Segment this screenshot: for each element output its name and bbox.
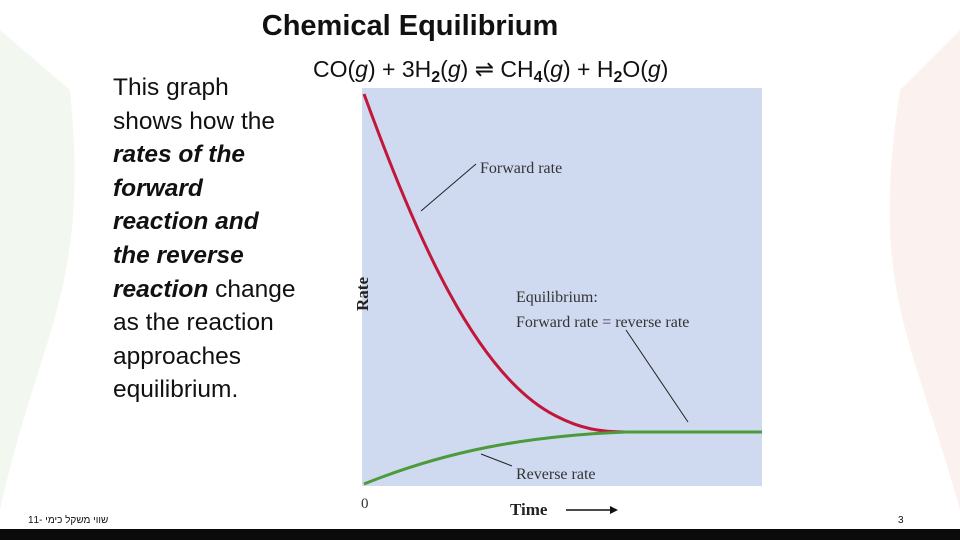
decoration xyxy=(0,30,75,510)
equation: CO(g) + 3H2(g) ⇌ CH4(g) + H2O(g) xyxy=(313,56,668,87)
body-text: This graph shows how the rates of the fo… xyxy=(113,71,298,407)
eq-part: 2 xyxy=(613,69,623,86)
eq-part: g xyxy=(647,56,661,82)
equilibrium-label: Equilibrium: xyxy=(516,289,598,306)
eq-part: ⇌ xyxy=(474,56,494,82)
arrowhead xyxy=(610,506,618,514)
reverse-label: Reverse rate xyxy=(516,466,596,483)
eq-part: ( xyxy=(542,56,551,82)
eq-part: g xyxy=(550,56,563,82)
graph: Forward rate Equilibrium: Forward rate =… xyxy=(326,86,766,522)
forward-label: Forward rate xyxy=(480,160,562,177)
eq-part: ) + 3H xyxy=(367,56,432,82)
eq-part: ( xyxy=(440,56,448,82)
pointer xyxy=(420,163,477,212)
plot-area xyxy=(362,88,762,486)
eq-part: CO( xyxy=(313,56,356,82)
x-axis-label: Time xyxy=(510,500,548,519)
eq-part: 2 xyxy=(431,69,441,86)
origin-label: 0 xyxy=(361,496,369,512)
title: Chemical Equilibrium xyxy=(261,10,559,42)
reverse-curve xyxy=(363,430,762,486)
text: This graph shows how the xyxy=(113,74,276,135)
pointer xyxy=(480,453,513,467)
equilibrium-label: Forward rate = reverse rate xyxy=(516,314,689,331)
footer-text: שווי משקל כימי -11 xyxy=(28,515,109,526)
y-axis-label: Rate xyxy=(353,277,372,311)
eq-part: g xyxy=(355,56,368,82)
eq-part: ) + H xyxy=(562,56,614,82)
eq-part: CH xyxy=(493,56,534,82)
decoration xyxy=(889,30,960,510)
eq-part: g xyxy=(447,56,461,82)
eq-part: 4 xyxy=(533,69,543,86)
eq-part: ) xyxy=(460,56,475,82)
page-number: 3 xyxy=(898,515,904,526)
bottom-bar xyxy=(0,529,960,540)
forward-curve xyxy=(362,93,762,434)
pointer xyxy=(625,329,689,423)
eq-part: O( xyxy=(622,56,648,82)
eq-part: ) xyxy=(660,56,669,82)
text: change as the reaction approaches equili… xyxy=(113,275,296,404)
emphasis: rates of the forward reaction and the re… xyxy=(113,141,259,303)
